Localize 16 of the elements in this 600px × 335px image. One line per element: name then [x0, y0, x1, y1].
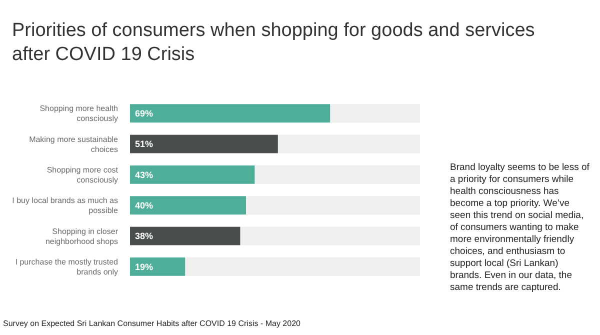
text: Brand loyalty seems to be less of a priority for consumers while health consciousness has become a top priority. We’ve seen this trend on social media, of consumers wanting to make more environmentally friendly choices, and enthusiasm to support local (Sri Lankan) brands. Even in our data, the same trends are captured.: [450, 162, 590, 293]
data-label: 51%: [135, 139, 154, 150]
data-label: 19%: [135, 262, 154, 272]
bar: [130, 257, 186, 276]
data-label: 38%: [135, 231, 154, 242]
chart-title: Priorities of consumers when shopping for goods and services after COVID 19 Crisis: [12, 20, 535, 65]
y-tick-label: Shopping in closer neighborhood shops: [45, 226, 118, 246]
data-label: 69%: [135, 108, 154, 118]
y-tick-label: Shopping more health consciously: [40, 104, 118, 124]
y-tick-label: I buy local brands as much as possible: [12, 196, 119, 216]
y-tick-label: Shopping more cost consciously: [46, 165, 119, 184]
text: Survey on Expected Sri Lankan Consumer Habits after COVID 19 Crisis - May 2020: [3, 319, 302, 328]
y-tick-label: I purchase the mostly trusted brands only: [15, 257, 118, 276]
data-label: 40%: [135, 200, 154, 210]
y-tick-label: Making more sustainable choices: [29, 134, 119, 154]
data-label: 43%: [135, 170, 154, 180]
